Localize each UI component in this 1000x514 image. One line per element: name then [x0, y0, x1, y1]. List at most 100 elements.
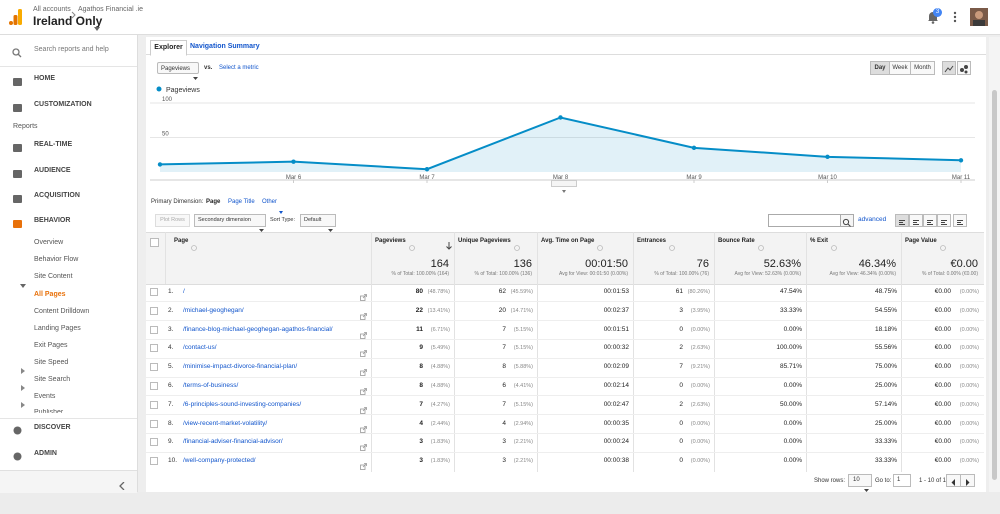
sidebar-icon: [12, 74, 23, 86]
data-point: [825, 154, 830, 160]
column-header[interactable]: Page Value: [905, 238, 937, 244]
dimension-option[interactable]: Page: [206, 199, 221, 205]
tab-navigation-summary[interactable]: Navigation Summary: [190, 43, 260, 50]
page-link[interactable]: /finance-blog-michael-geoghegan-agathos-…: [183, 325, 333, 333]
sort-select[interactable]: Default: [300, 214, 336, 227]
page-link[interactable]: /terms-of-business/: [183, 382, 239, 389]
sidebar-item[interactable]: Site Speed: [34, 359, 69, 366]
page-link[interactable]: /contact-us/: [183, 344, 217, 352]
sidebar-item[interactable]: Landing Pages: [34, 325, 81, 332]
breadcrumb-separator: [71, 6, 77, 19]
show-rows-select[interactable]: 10: [848, 474, 872, 487]
cell-value: 100.00%: [776, 344, 802, 352]
column-header[interactable]: Unique Pageviews: [458, 238, 511, 244]
search-icon-graphic: [12, 48, 22, 58]
row-checkbox[interactable]: [150, 325, 158, 334]
cell-value: 8: [502, 363, 506, 371]
help-icon-graphic: [514, 245, 520, 251]
cell-value: €0.00: [934, 288, 951, 295]
sidebar-item[interactable]: Publisher: [34, 409, 64, 416]
column-divider: [537, 232, 538, 472]
sidebar-item[interactable]: Content Drilldown: [34, 308, 90, 315]
row-checkbox[interactable]: [150, 400, 158, 409]
sort-arrow: [446, 237, 452, 250]
open-page-icon-graphic: [360, 425, 367, 433]
compare-metric[interactable]: Select a metric: [219, 65, 259, 71]
column-header[interactable]: Entrances: [637, 238, 667, 244]
data-point: [157, 162, 163, 167]
sidebar-item[interactable]: CUSTOMIZATION: [34, 101, 92, 108]
cell-percent: (2.94%): [513, 420, 533, 427]
page-link[interactable]: /michael-geoghegan/: [183, 306, 244, 314]
page-link[interactable]: /6-principles-sound-investing-companies/: [183, 400, 302, 408]
row-checkbox[interactable]: [150, 382, 158, 390]
page-link[interactable]: /view-recent-market-volatility/: [183, 419, 268, 427]
row-checkbox[interactable]: [150, 419, 158, 428]
goto-input[interactable]: 1: [893, 474, 911, 487]
sidebar-item[interactable]: Site Search: [34, 376, 71, 383]
tab-explorer[interactable]: Explorer: [150, 40, 187, 56]
row-checkbox[interactable]: [150, 344, 158, 353]
page-link[interactable]: /minimise-impact-divorce-financial-plan/: [183, 363, 298, 371]
sidebar-item[interactable]: Site Content: [34, 273, 73, 280]
cell-value: 54.55%: [874, 306, 897, 314]
metric-select[interactable]: Pageviews: [157, 62, 199, 74]
sidebar-item[interactable]: Behavior Flow: [34, 256, 79, 263]
header-checkbox[interactable]: [150, 238, 159, 247]
row-checkbox[interactable]: [150, 288, 158, 296]
cell-value: 0.00%: [783, 325, 802, 333]
cell-value: 00:00:24: [603, 438, 629, 446]
period-button[interactable]: Month: [910, 61, 935, 75]
row-index: 6.: [168, 382, 174, 389]
cell-value: 50.00%: [779, 400, 802, 408]
column-header[interactable]: Page: [174, 238, 189, 244]
chart-type-motion-graphic: [960, 65, 968, 74]
open-page-icon-graphic: [360, 463, 367, 471]
sidebar-item[interactable]: Events: [34, 393, 56, 400]
cell-value: 7: [679, 363, 683, 371]
sidebar-item[interactable]: HOME: [34, 75, 55, 82]
sidebar-item[interactable]: ACQUISITION: [34, 192, 80, 199]
sidebar-item[interactable]: ADMIN: [34, 450, 57, 457]
view-selector[interactable]: Ireland Only: [33, 14, 103, 28]
cell-percent: (5.15%): [513, 401, 533, 408]
page-link[interactable]: /financial-adviser-financial-advisor/: [183, 438, 283, 446]
cell-value: 18.18%: [874, 325, 897, 333]
row-checkbox[interactable]: [150, 363, 158, 372]
sidebar-item[interactable]: Overview: [34, 239, 64, 246]
cell-value: 9: [419, 344, 423, 352]
cell-percent: (3.95%): [690, 307, 710, 314]
plot-rows-button[interactable]: Plot Rows: [155, 214, 190, 227]
sidebar-item[interactable]: AUDIENCE: [34, 167, 71, 174]
column-header[interactable]: Bounce Rate: [718, 238, 755, 244]
more-menu-graphic: [953, 11, 957, 23]
page-link[interactable]: /well-company-protected/: [183, 457, 256, 465]
sidebar-item[interactable]: DISCOVER: [34, 424, 71, 431]
help-icon-graphic: [940, 245, 946, 251]
cell-percent: (5.49%): [430, 345, 450, 352]
row-checkbox[interactable]: [150, 306, 158, 315]
sidebar-item[interactable]: REAL-TIME: [34, 141, 73, 148]
sidebar-item[interactable]: BEHAVIOR: [34, 217, 71, 224]
cell-value: 00:02:37: [603, 306, 629, 314]
row-checkbox[interactable]: [150, 457, 158, 466]
period-button[interactable]: Day: [870, 61, 890, 75]
goto-label: Go to:: [875, 478, 892, 484]
column-header[interactable]: % Exit: [810, 238, 829, 244]
row-checkbox[interactable]: [150, 438, 158, 447]
dimension-option[interactable]: Other: [262, 199, 278, 205]
page-link[interactable]: /: [183, 288, 185, 295]
table-search-input[interactable]: [768, 214, 841, 227]
sidebar-search[interactable]: Search reports and help: [34, 46, 109, 53]
cell-value: 20: [498, 306, 506, 314]
advanced-link[interactable]: advanced: [858, 216, 887, 223]
sidebar-item[interactable]: Exit Pages: [34, 342, 68, 349]
row-index: 5.: [168, 363, 174, 371]
column-header[interactable]: Pageviews: [375, 238, 406, 244]
sidebar-item[interactable]: All Pages: [34, 291, 66, 298]
secondary-dimension[interactable]: Secondary dimension: [194, 214, 266, 227]
view-toggle-graphic: [927, 220, 933, 225]
dimension-option[interactable]: Page Title: [228, 199, 255, 205]
total-value: 164: [430, 258, 449, 270]
column-header[interactable]: Avg. Time on Page: [541, 238, 595, 244]
